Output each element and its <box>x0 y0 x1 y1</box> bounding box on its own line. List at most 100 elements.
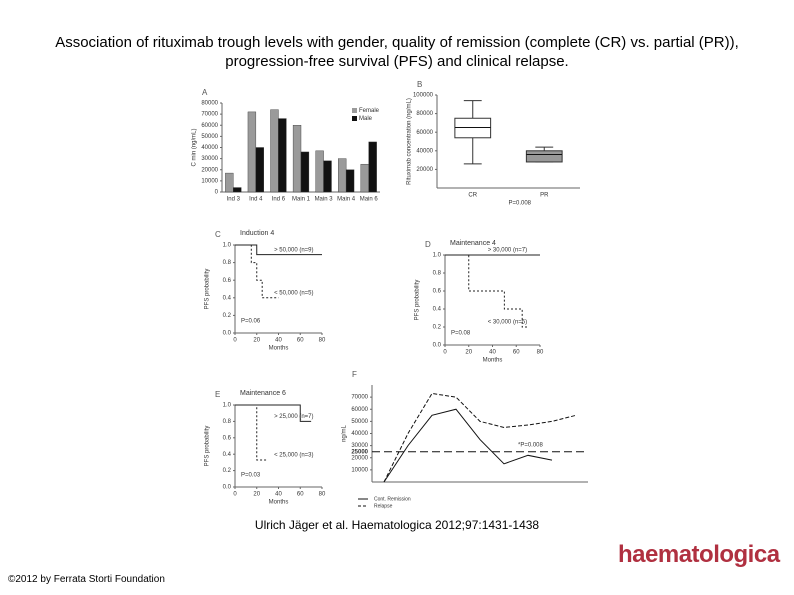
bar <box>292 125 302 193</box>
series-label: < 30,000 (n=5) <box>488 320 527 326</box>
legend-swatch <box>352 116 357 121</box>
x-tick-label: PR <box>540 193 549 199</box>
legend-label: Female <box>359 108 380 114</box>
bar <box>338 158 347 193</box>
bar <box>270 109 279 193</box>
annotation: *P=0.008 <box>518 443 544 449</box>
panel-letter: E <box>215 390 220 399</box>
line <box>383 408 553 483</box>
y-tick-label: 40000 <box>416 148 433 154</box>
x-tick-label: Ind 3 <box>227 197 241 203</box>
legend-swatch <box>352 108 357 113</box>
y-tick-label: 1.0 <box>223 243 232 249</box>
bar <box>345 169 355 193</box>
x-tick-label: 20 <box>253 338 260 344</box>
x-tick-label: 40 <box>275 338 282 344</box>
y-tick-label: 70000 <box>351 395 368 401</box>
y-axis-label: C min (ng/mL) <box>192 128 198 166</box>
x-tick-label: 0 <box>233 492 237 498</box>
x-axis-label: Months <box>269 346 289 352</box>
line <box>383 392 577 483</box>
series-label: < 25,000 (n=3) <box>274 453 313 459</box>
y-tick-label: 0 <box>215 190 219 196</box>
x-tick-label: 60 <box>513 350 520 356</box>
legend-label: Cont. Remission <box>374 496 411 502</box>
x-tick-label: 60 <box>297 492 304 498</box>
box <box>525 150 563 163</box>
bar <box>247 111 257 193</box>
panel-letter: D <box>425 240 431 249</box>
journal-logo: haematologica <box>618 541 780 568</box>
bar <box>360 163 369 193</box>
x-tick-label: 40 <box>275 492 282 498</box>
y-tick-label: 0.2 <box>223 468 232 474</box>
x-axis-label: Months <box>483 358 503 364</box>
copyright: ©2012 by Ferrata Storti Foundation <box>8 574 165 585</box>
line <box>445 254 529 328</box>
series-label: > 25,000 (n=7) <box>274 414 313 420</box>
y-tick-label: 80000 <box>201 101 218 107</box>
y-tick-label: 60000 <box>201 123 218 129</box>
x-tick-label: 0 <box>443 350 447 356</box>
slide-title: Association of rituximab trough levels w… <box>55 34 739 70</box>
threshold-label: 25000 <box>351 449 368 455</box>
y-tick-label: 0.4 <box>223 452 232 458</box>
y-tick-label: 10000 <box>201 178 218 184</box>
y-tick-label: 30000 <box>351 443 368 449</box>
annotation: P=0.08 <box>451 331 471 337</box>
line <box>235 244 322 256</box>
figure: AC min (ng/mL)01000020000300004000050000… <box>192 80 588 509</box>
y-tick-label: 1.0 <box>223 403 232 409</box>
y-tick-label: 0.8 <box>223 260 232 266</box>
x-tick-label: CR <box>468 193 477 199</box>
bar <box>368 141 377 193</box>
bar <box>225 172 234 193</box>
x-tick-label: 80 <box>319 492 326 498</box>
bar <box>233 187 242 193</box>
x-tick-label: Main 3 <box>315 197 334 203</box>
x-tick-label: 80 <box>537 350 544 356</box>
annotation: P=0.03 <box>241 473 261 479</box>
y-tick-label: 80000 <box>416 111 433 117</box>
x-tick-label: Ind 4 <box>249 197 263 203</box>
y-tick-label: 0.2 <box>433 325 442 331</box>
series-label: < 50,000 (n=5) <box>274 290 313 296</box>
line <box>235 404 312 422</box>
x-tick-label: Main 4 <box>337 197 356 203</box>
citation: Ulrich Jäger et al. Haematologica 2012;9… <box>254 518 540 532</box>
y-axis-label: PFS probability <box>205 426 211 467</box>
panel-letter: C <box>215 230 221 239</box>
panel-letter: B <box>417 80 422 89</box>
y-tick-label: 0.6 <box>223 278 232 284</box>
y-axis-label: PFS probability <box>415 280 421 321</box>
y-tick-label: 60000 <box>351 407 368 413</box>
x-tick-label: 0 <box>233 338 237 344</box>
x-tick-label: Ind 6 <box>272 197 286 203</box>
y-tick-label: 0.4 <box>433 307 442 313</box>
y-axis-label: ng/mL <box>342 425 348 442</box>
x-tick-label: Main 1 <box>292 197 311 203</box>
y-tick-label: 40000 <box>201 145 218 151</box>
y-tick-label: 0.0 <box>223 485 232 491</box>
bar <box>300 151 310 193</box>
bar <box>323 160 332 193</box>
y-tick-label: 0.6 <box>433 289 442 295</box>
annotation: P=0.06 <box>241 319 261 325</box>
panel-title: Induction 4 <box>240 230 274 237</box>
bar <box>278 118 287 193</box>
legend-label: Relapse <box>374 503 393 509</box>
y-tick-label: 20000 <box>416 167 433 173</box>
y-tick-label: 50000 <box>201 134 218 140</box>
x-tick-label: 40 <box>489 350 496 356</box>
x-tick-label: 80 <box>319 338 326 344</box>
x-tick-label: 20 <box>465 350 472 356</box>
panel-title: Maintenance 4 <box>450 240 496 247</box>
y-tick-label: 1.0 <box>433 253 442 259</box>
y-tick-label: 0.0 <box>223 331 232 337</box>
y-tick-label: 0.2 <box>223 313 232 319</box>
y-tick-label: 0.0 <box>433 343 442 349</box>
y-tick-label: 70000 <box>201 112 218 118</box>
line <box>235 404 268 461</box>
x-tick-label: 60 <box>297 338 304 344</box>
